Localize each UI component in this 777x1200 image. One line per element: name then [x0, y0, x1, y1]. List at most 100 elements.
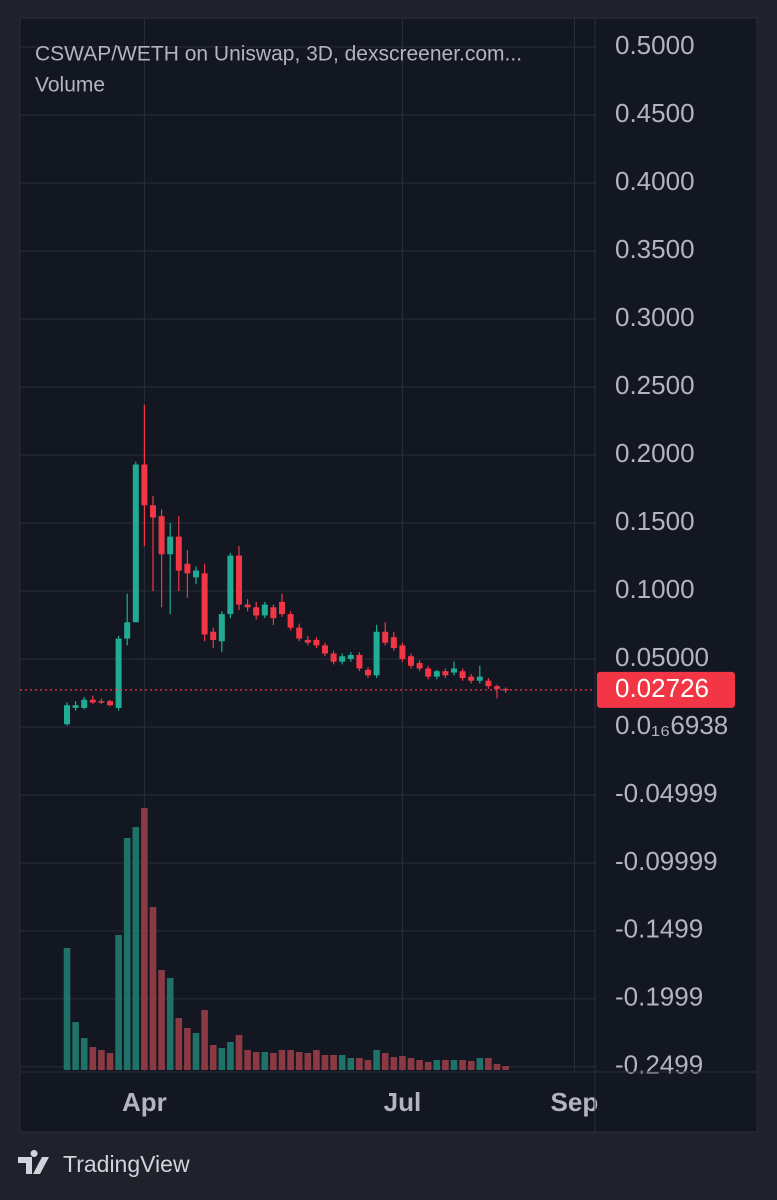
volume-bar — [261, 1052, 269, 1070]
volume-bar — [356, 1058, 363, 1070]
volume-bar — [175, 1018, 183, 1070]
volume-bar — [433, 1060, 441, 1070]
brand-logo: TradingView — [18, 1150, 190, 1177]
volume-bar — [218, 1048, 226, 1070]
candle-body — [494, 686, 500, 689]
candle-body — [485, 680, 492, 687]
candle-body — [433, 671, 440, 677]
y-tick-label: 0.05000 — [615, 642, 709, 672]
volume-bar — [442, 1060, 449, 1070]
volume-bar — [278, 1050, 286, 1070]
volume-bar — [338, 1055, 346, 1070]
candle-body — [304, 639, 311, 643]
x-tick-label: Jul — [384, 1087, 422, 1117]
y-tick-label: 0.1000 — [615, 574, 695, 604]
volume-bar — [270, 1053, 277, 1070]
candle-body — [81, 699, 88, 708]
candle-body — [356, 654, 363, 669]
volume-bar — [209, 1045, 217, 1070]
y-tick-label: 0.5000 — [615, 30, 695, 60]
volume-bar — [80, 1038, 88, 1070]
candle-body — [253, 607, 260, 616]
candle-body — [330, 653, 337, 662]
y-tick-label: -0.2499 — [615, 1050, 703, 1080]
volume-bar — [485, 1058, 492, 1070]
candle-body — [158, 516, 165, 555]
y-tick-label: 0.2000 — [615, 438, 695, 468]
volume-bar — [467, 1061, 475, 1070]
volume-bar — [424, 1062, 432, 1070]
volume-bar — [158, 970, 165, 1070]
candle-body — [339, 656, 346, 662]
y-tick-label: 0.2500 — [615, 370, 695, 400]
chart-title: CSWAP/WETH on Uniswap, 3D, dexscreener.c… — [35, 43, 522, 66]
volume-bar — [330, 1055, 337, 1070]
candle-body — [89, 699, 96, 703]
volume-bar — [295, 1052, 303, 1070]
y-tick-label: 0.1500 — [615, 506, 695, 536]
y-tick-label: 0.0₁₆6938 — [615, 710, 728, 740]
volume-bar — [321, 1055, 329, 1070]
candle-body — [236, 555, 242, 605]
candle-body — [416, 663, 423, 669]
candle-body — [459, 671, 466, 679]
candle-body — [399, 645, 406, 659]
candle-body — [141, 464, 148, 506]
volume-bar — [192, 1033, 200, 1070]
candle-body — [468, 676, 475, 681]
volume-bar — [476, 1058, 484, 1070]
volume-bar — [98, 1050, 105, 1070]
y-tick-label: -0.1499 — [615, 914, 703, 944]
volume-bar — [184, 1028, 191, 1070]
y-tick-label: -0.1999 — [615, 982, 703, 1012]
volume-legend: Volume — [35, 74, 105, 97]
volume-bar — [63, 948, 71, 1070]
candle-body — [287, 614, 294, 628]
volume-bar — [89, 1047, 97, 1070]
axis-labels: 0.5000 0.4500 0.4000 0.3500 0.3000 0.2500 0.20… — [122, 30, 728, 1117]
candle-body — [408, 656, 414, 666]
volume-bar — [347, 1058, 355, 1070]
candle-body — [373, 631, 380, 676]
candle-body — [201, 573, 208, 635]
volume-bar — [166, 978, 174, 1070]
candle-body — [322, 645, 328, 654]
x-tick-label: Apr — [122, 1087, 167, 1117]
volume-bar — [313, 1050, 320, 1070]
x-tick-label: Sep — [551, 1087, 599, 1117]
candle-body — [442, 671, 449, 676]
candle-body — [261, 604, 268, 616]
volume-bar — [304, 1053, 312, 1070]
y-tick-label: -0.09999 — [615, 846, 718, 876]
volume-bar — [407, 1058, 415, 1070]
candle-body — [184, 563, 191, 574]
candle-body — [270, 607, 277, 619]
candle-body — [150, 505, 156, 518]
volume-bar — [450, 1060, 458, 1070]
candle-body — [107, 701, 113, 706]
candle-body — [244, 604, 251, 608]
volume-bar — [252, 1052, 260, 1070]
y-tick-label: 0.3500 — [615, 234, 695, 264]
volume-bar — [244, 1050, 251, 1070]
candle-body — [279, 601, 285, 615]
candle-body — [347, 654, 354, 659]
volume-bar — [381, 1053, 389, 1070]
volume-bar — [502, 1066, 509, 1070]
last-price-box — [597, 671, 735, 708]
candles — [64, 404, 509, 726]
candle-body — [365, 669, 371, 676]
candle-body — [98, 701, 105, 703]
volume-bar — [364, 1060, 372, 1070]
volume-bar — [141, 808, 148, 1070]
candle-body — [124, 622, 131, 639]
volume-bar — [149, 907, 157, 1070]
volume-bar — [115, 935, 122, 1070]
candle-body — [167, 536, 174, 555]
candle-body — [425, 668, 432, 677]
volume-bar — [123, 838, 131, 1070]
volume-bar — [287, 1050, 294, 1070]
volume-bar — [227, 1042, 234, 1070]
volume-bar — [399, 1056, 406, 1070]
